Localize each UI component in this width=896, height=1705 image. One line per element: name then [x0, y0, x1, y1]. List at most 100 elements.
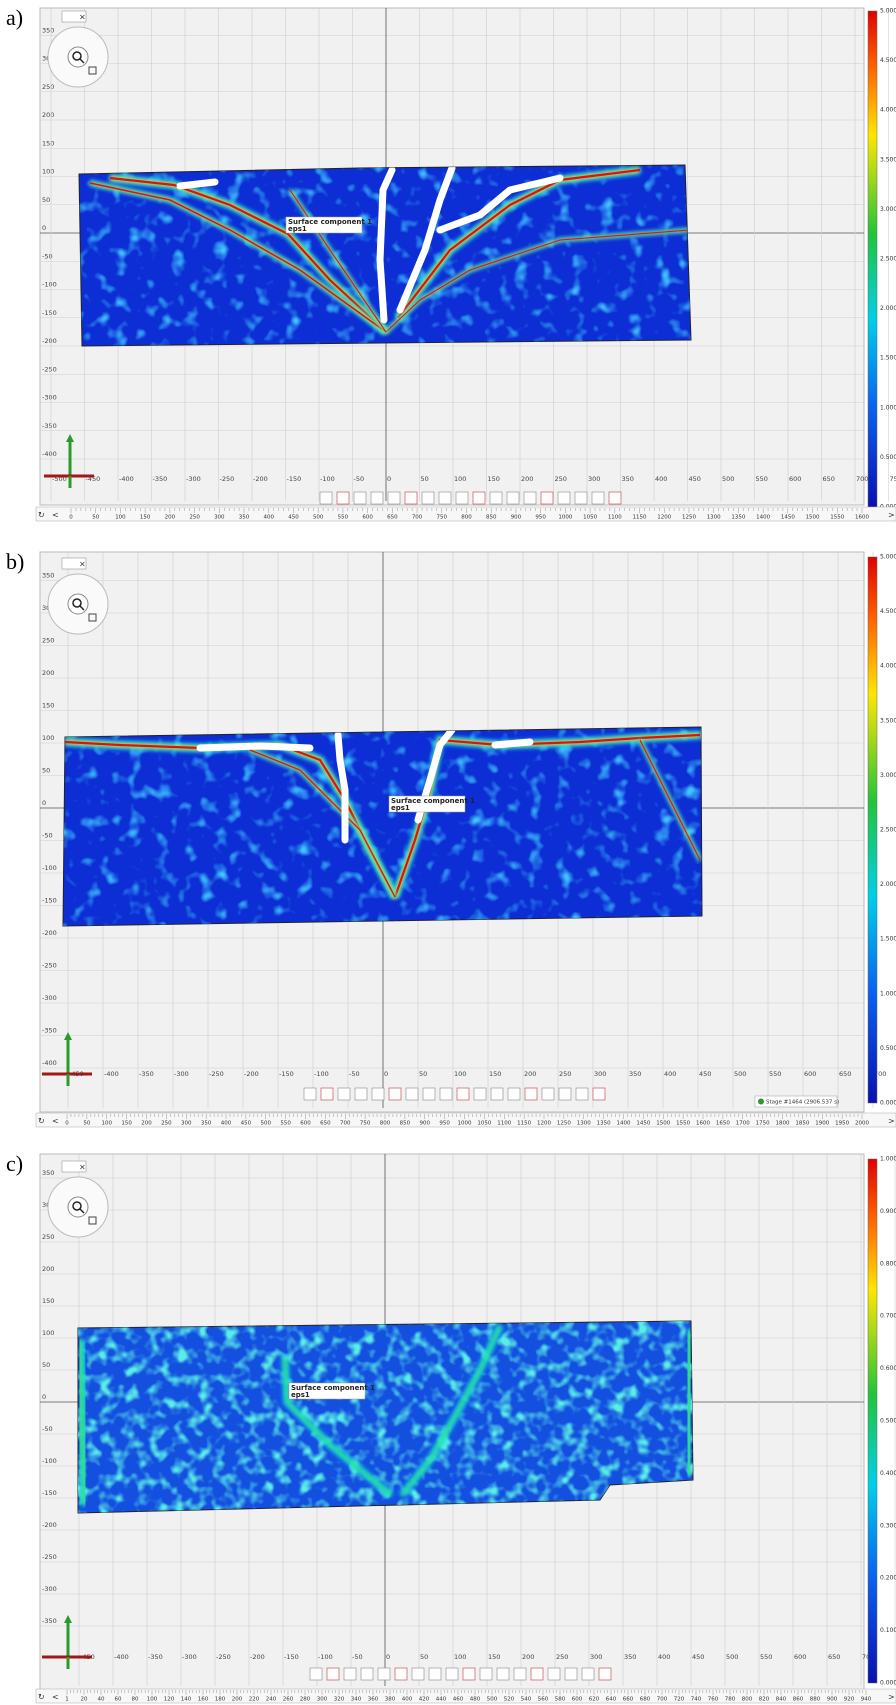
colorbar-label: 0.100 — [880, 1627, 896, 1634]
x-tick-label: 450 — [692, 1653, 704, 1661]
toolbar-button[interactable] — [474, 1088, 486, 1100]
toolbar-button[interactable] — [372, 1088, 384, 1100]
toolbar-button[interactable] — [354, 492, 366, 504]
toolbar-button[interactable] — [576, 1088, 588, 1100]
toolbar-button[interactable] — [609, 492, 621, 504]
toolbar-button[interactable] — [361, 1668, 373, 1680]
toolbar-button[interactable] — [388, 492, 400, 504]
colorbar-label: 2.500 — [880, 827, 896, 834]
toolbar-button[interactable] — [406, 1088, 418, 1100]
toolbar-button[interactable] — [558, 492, 570, 504]
toolbar-button[interactable] — [593, 1088, 605, 1100]
timeline-label: 1200 — [657, 515, 671, 521]
y-tick-label: -100 — [42, 281, 57, 289]
toolbar-button[interactable] — [338, 1088, 350, 1100]
timeline-label: 1200 — [537, 1121, 551, 1127]
y-tick-label: 50 — [42, 1361, 50, 1369]
toolbar-button[interactable] — [321, 1088, 333, 1100]
toolbar-button[interactable] — [310, 1668, 322, 1680]
x-tick-label: -400 — [119, 475, 134, 483]
colorbar-label: 3.500 — [880, 717, 896, 724]
colorbar-label: 0.700 — [880, 1313, 896, 1320]
toolbar-button[interactable] — [456, 492, 468, 504]
toolbar-button[interactable] — [355, 1088, 367, 1100]
timeline-label: 660 — [623, 1697, 634, 1703]
y-tick-label: 250 — [42, 83, 54, 91]
y-tick-label: 100 — [42, 1329, 54, 1337]
toolbar-button[interactable] — [490, 492, 502, 504]
timeline-label: 540 — [521, 1697, 532, 1703]
toolbar-button[interactable] — [565, 1668, 577, 1680]
toolbar-button[interactable] — [395, 1668, 407, 1680]
y-tick-label: 0 — [42, 224, 46, 232]
toolbar-button[interactable] — [423, 1088, 435, 1100]
toolbar-button[interactable] — [548, 1668, 560, 1680]
colorbar-label: 0.600 — [880, 1365, 896, 1372]
toolbar-button[interactable] — [439, 492, 451, 504]
toolbar-button[interactable] — [473, 492, 485, 504]
timeline-refresh: ↻ — [38, 1693, 45, 1702]
y-tick-label: 0 — [42, 1393, 46, 1401]
toolbar-button[interactable] — [599, 1668, 611, 1680]
toolbar-button[interactable] — [480, 1668, 492, 1680]
toolbar-button[interactable] — [592, 492, 604, 504]
toolbar-button[interactable] — [507, 492, 519, 504]
colorbar-label: 1.500 — [880, 355, 896, 362]
timeline-label: 600 — [300, 1121, 311, 1127]
toolbar-button[interactable] — [531, 1668, 543, 1680]
toolbar-button[interactable] — [389, 1088, 401, 1100]
toolbar-button[interactable] — [429, 1668, 441, 1680]
timeline-label: 860 — [793, 1697, 804, 1703]
timeline-label: 460 — [453, 1697, 464, 1703]
x-tick-label: 350 — [624, 1653, 636, 1661]
toolbar-button[interactable] — [440, 1088, 452, 1100]
x-tick-label: -100 — [318, 1653, 333, 1661]
toolbar-button[interactable] — [405, 492, 417, 504]
timeline-label: 420 — [419, 1697, 430, 1703]
toolbar-button[interactable] — [304, 1088, 316, 1100]
timeline-label: 350 — [201, 1121, 212, 1127]
toolbar-button[interactable] — [412, 1668, 424, 1680]
toolbar-button[interactable] — [446, 1668, 458, 1680]
toolbar-button[interactable] — [320, 492, 332, 504]
timeline-label: 60 — [115, 1697, 122, 1703]
toolbar-button[interactable] — [344, 1668, 356, 1680]
toolbar-button[interactable] — [542, 1088, 554, 1100]
y-tick-label: -150 — [42, 897, 57, 905]
colorbar-label: 5.000 — [880, 8, 896, 15]
toolbar-button[interactable] — [524, 492, 536, 504]
toolbar-button[interactable] — [457, 1088, 469, 1100]
timeline-label: 600 — [572, 1697, 583, 1703]
toolbar-button[interactable] — [463, 1668, 475, 1680]
toolbar-button[interactable] — [541, 492, 553, 504]
toolbar-button[interactable] — [525, 1088, 537, 1100]
panel-label: b) — [6, 549, 24, 574]
timeline-label: 450 — [241, 1121, 252, 1127]
timeline-label: 800 — [461, 515, 472, 521]
toolbar-button[interactable] — [422, 492, 434, 504]
timeline-label: 580 — [555, 1697, 566, 1703]
toolbar-button[interactable] — [575, 492, 587, 504]
timeline-label: 1600 — [696, 1121, 710, 1127]
x-tick-label: 650 — [823, 475, 835, 483]
toolbar-button[interactable] — [508, 1088, 520, 1100]
y-tick-label: 200 — [42, 669, 54, 677]
toolbar-button[interactable] — [582, 1668, 594, 1680]
toolbar-button[interactable] — [337, 492, 349, 504]
timeline-label: 350 — [239, 515, 250, 521]
timeline-label: 400 — [221, 1121, 232, 1127]
colorbar-label: 3.500 — [880, 156, 896, 163]
y-tick-label: 250 — [42, 637, 54, 645]
toolbar-button[interactable] — [327, 1668, 339, 1680]
colorbar-label: 1.500 — [880, 936, 896, 943]
toolbar-button[interactable] — [559, 1088, 571, 1100]
panel: b)350300250200150100500-50-100-150-200-2… — [6, 549, 896, 1127]
toolbar-button[interactable] — [497, 1668, 509, 1680]
toolbar-button[interactable] — [491, 1088, 503, 1100]
toolbar-button[interactable] — [378, 1668, 390, 1680]
toolbar-button[interactable] — [371, 492, 383, 504]
timeline-label: 1050 — [477, 1121, 491, 1127]
x-tick-label: 0 — [384, 1070, 388, 1078]
timeline-label: 1150 — [633, 515, 647, 521]
toolbar-button[interactable] — [514, 1668, 526, 1680]
